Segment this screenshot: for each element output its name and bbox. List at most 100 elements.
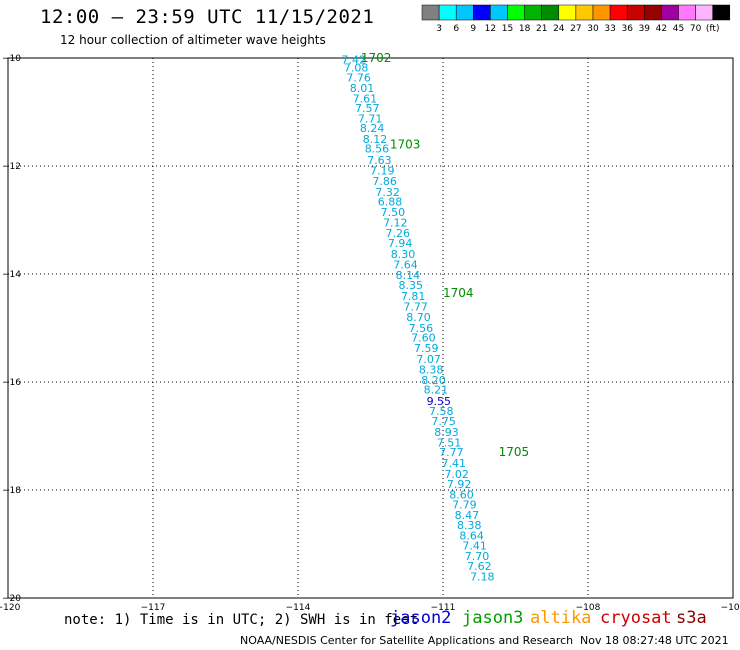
x-tick-label: −111 [431, 603, 456, 613]
swh-label: 8.47 [455, 509, 480, 522]
scale-label: 15 [502, 24, 513, 34]
swh-label: 7.94 [388, 237, 413, 250]
swh-label: 8.12 [363, 133, 388, 146]
timestamp: Nov 18 08:27:48 UTC 2021 [580, 634, 729, 647]
scale-swatch [558, 4, 577, 21]
swh-label: 7.08 [344, 62, 369, 75]
scale-swatch [678, 4, 696, 21]
y-tick-label: −16 [2, 378, 21, 388]
scale-swatch [473, 4, 491, 21]
swh-label: 8.35 [399, 279, 424, 292]
swh-label: 7.81 [401, 290, 426, 303]
swh-label: 7.75 [431, 415, 456, 428]
y-tick-label: −10 [2, 54, 21, 64]
scale-swatch [438, 4, 457, 21]
y-tick-label: −20 [2, 594, 21, 604]
scale-swatch [455, 4, 474, 21]
scale-label: 33 [604, 24, 615, 34]
scale-label: 18 [519, 24, 531, 34]
page-title: 12:00 — 23:59 UTC 11/15/2021 [40, 6, 375, 28]
scale-swatch [661, 4, 679, 21]
legend-s3a: s3a [676, 608, 707, 628]
scale-label: 3 [436, 24, 442, 34]
swh-label: 7.32 [375, 186, 400, 199]
x-tick-label: −117 [141, 603, 166, 613]
swh-label: 8.30 [391, 248, 416, 261]
scale-label: 9 [470, 24, 476, 34]
scale-label: 12 [485, 24, 496, 34]
scale-swatch [712, 4, 731, 21]
x-tick-label: −105 [721, 603, 740, 613]
swh-label: 7.18 [470, 570, 495, 583]
scale-label: 70 [690, 24, 702, 34]
swh-label: 8.20 [421, 374, 446, 387]
time-label: 1702 [361, 51, 392, 65]
swh-label: 7.70 [465, 550, 490, 563]
swh-label: 6.88 [378, 196, 403, 209]
swh-label: 8.93 [434, 426, 459, 439]
scale-swatch [575, 4, 594, 21]
swh-label: 7.12 [383, 217, 408, 230]
swh-label: 7.42 [342, 54, 367, 67]
scale-swatch [695, 4, 713, 21]
scale-label: 42 [656, 24, 667, 34]
swh-label: 7.02 [444, 468, 469, 481]
swh-label: 8.21 [424, 384, 449, 397]
swh-label: 7.51 [437, 436, 462, 449]
scale-swatch [507, 4, 525, 21]
swh-label: 7.77 [439, 446, 464, 459]
scale-label: 30 [587, 24, 599, 34]
swh-label: 7.71 [358, 112, 383, 125]
scale-label: (ft) [706, 24, 720, 34]
scale-label: 21 [536, 24, 547, 34]
x-tick-label: −108 [576, 603, 601, 613]
swh-label: 7.76 [346, 71, 371, 84]
x-tick-label: −120 [0, 603, 21, 613]
y-tick-label: −14 [2, 270, 21, 280]
time-label: 1704 [443, 286, 474, 300]
scale-swatch [626, 4, 645, 21]
swh-label: 7.56 [409, 322, 434, 335]
scale-swatch [644, 4, 662, 21]
swh-label: 7.62 [467, 560, 492, 573]
swh-label: 7.63 [367, 154, 392, 167]
swh-label: 8.60 [449, 488, 474, 501]
scale-swatch [524, 4, 542, 21]
legend-jason3: jason3 [462, 608, 524, 628]
legend-altika: altika [530, 608, 592, 628]
scale-label: 39 [639, 24, 651, 34]
scale-swatch [541, 4, 560, 21]
swh-label: 7.50 [381, 206, 406, 219]
swh-label: 7.59 [414, 342, 439, 355]
swh-label: 7.07 [416, 353, 441, 366]
y-tick-label: −18 [2, 486, 21, 496]
scale-swatch [421, 4, 440, 21]
scale-swatch [490, 4, 508, 21]
swh-label: 7.79 [452, 499, 477, 512]
swh-label: 7.77 [403, 300, 428, 313]
swh-label: 8.38 [457, 519, 482, 532]
swh-label: 9.55 [427, 395, 452, 408]
swh-label: 8.24 [360, 122, 385, 135]
swh-label: 8.56 [365, 143, 390, 156]
scale-label: 6 [453, 24, 459, 34]
legend-jason2: jason2 [390, 608, 452, 628]
scale-label: 36 [621, 24, 633, 34]
footer-note: note: 1) Time is in UTC; 2) SWH is in fe… [64, 612, 419, 628]
swh-label: 7.41 [462, 540, 487, 553]
swh-label: 8.70 [406, 311, 431, 324]
swh-label: 7.86 [372, 175, 397, 188]
swh-label: 7.26 [385, 227, 410, 240]
swh-label: 7.61 [353, 93, 378, 106]
credit-text: NOAA/NESDIS Center for Satellite Applica… [240, 634, 574, 647]
swh-label: 7.41 [442, 457, 467, 470]
time-label: 1703 [390, 137, 421, 151]
legend-cryosat: cryosat [600, 608, 672, 628]
scale-label: 45 [673, 24, 684, 34]
swh-label: 7.60 [411, 332, 436, 345]
scale-swatch [592, 4, 611, 21]
time-label: 1705 [499, 445, 530, 459]
y-tick-label: −12 [2, 162, 21, 172]
page-subtitle: 12 hour collection of altimeter wave hei… [60, 33, 326, 47]
scale-label: 24 [553, 24, 565, 34]
